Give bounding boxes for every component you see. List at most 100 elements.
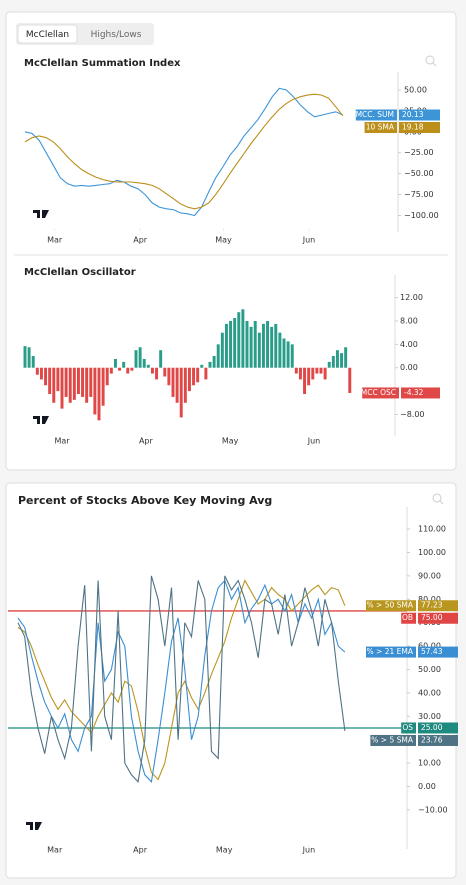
value-box bbox=[418, 734, 458, 746]
y-tick-label: −8.00 bbox=[400, 410, 425, 419]
label-name: MCC. SUM bbox=[356, 110, 394, 119]
y-tick-label: −75.00 bbox=[404, 190, 434, 199]
value-box bbox=[418, 612, 458, 624]
x-tick-label: Apr bbox=[133, 236, 148, 245]
bar bbox=[118, 367, 122, 371]
x-tick-label: Apr bbox=[139, 437, 154, 446]
tab[interactable]: McClellan bbox=[17, 24, 78, 44]
bar bbox=[327, 361, 331, 368]
bar bbox=[253, 320, 257, 368]
bar bbox=[340, 353, 344, 368]
y-tick-label: −100.00 bbox=[404, 211, 439, 220]
bar bbox=[208, 361, 212, 368]
bar bbox=[97, 367, 101, 421]
bar bbox=[183, 367, 187, 403]
x-tick-label: May bbox=[216, 846, 233, 855]
bar bbox=[85, 367, 89, 403]
value-label: 20.13 bbox=[402, 110, 424, 119]
x-tick-label: Jun bbox=[302, 846, 316, 855]
bar bbox=[163, 367, 167, 377]
bar bbox=[179, 367, 183, 418]
bar bbox=[192, 367, 196, 386]
x-tick-label: May bbox=[215, 236, 232, 245]
y-tick-label: 80.00 bbox=[418, 595, 441, 604]
bar bbox=[44, 367, 48, 386]
y-tick-label: 0.00 bbox=[418, 782, 436, 791]
value-box bbox=[399, 109, 440, 121]
bar bbox=[134, 350, 138, 368]
value-label: 77.23 bbox=[421, 601, 443, 610]
y-tick-label: 30.00 bbox=[418, 712, 441, 721]
bar bbox=[150, 367, 154, 374]
tab-active bbox=[17, 24, 78, 44]
bar bbox=[307, 367, 311, 386]
bar bbox=[212, 356, 216, 368]
y-tick-label: 0.00 bbox=[400, 363, 418, 372]
bar bbox=[64, 367, 68, 397]
bar bbox=[216, 344, 220, 368]
bar bbox=[48, 367, 52, 395]
bar bbox=[237, 312, 241, 368]
y-tick-label: 60.00 bbox=[418, 642, 441, 651]
line bbox=[24, 87, 344, 217]
tab[interactable]: Highs/Lows bbox=[91, 30, 142, 40]
value-label: 19.18 bbox=[402, 123, 424, 132]
label-name: % > 50 SMA bbox=[367, 601, 414, 610]
line bbox=[17, 575, 346, 783]
bar bbox=[348, 367, 352, 393]
label-box bbox=[362, 387, 399, 399]
bar bbox=[315, 367, 319, 374]
x-tick-label: Jun bbox=[302, 236, 316, 245]
y-tick-label: −50.00 bbox=[404, 169, 434, 178]
bar bbox=[56, 367, 60, 392]
bar bbox=[282, 338, 286, 368]
bar bbox=[220, 332, 224, 368]
bar bbox=[335, 350, 339, 368]
value-box bbox=[418, 600, 458, 612]
label-name: OS bbox=[402, 723, 413, 732]
bar bbox=[196, 367, 200, 383]
bar bbox=[241, 309, 245, 368]
bar bbox=[187, 367, 191, 392]
bar bbox=[171, 367, 175, 397]
zoom-icon[interactable] bbox=[425, 55, 437, 67]
label-name: % > 5 SMA bbox=[371, 735, 414, 744]
label-box bbox=[401, 722, 416, 734]
bar bbox=[270, 326, 274, 368]
x-tick-label: Mar bbox=[54, 437, 70, 446]
bar bbox=[35, 367, 39, 375]
card bbox=[5, 482, 457, 879]
bar bbox=[52, 367, 56, 403]
line bbox=[17, 579, 346, 783]
bar bbox=[113, 358, 117, 368]
bar bbox=[89, 367, 93, 397]
bar bbox=[167, 367, 171, 386]
label-box bbox=[366, 646, 416, 658]
bar bbox=[303, 367, 307, 395]
bar bbox=[323, 367, 327, 380]
bar bbox=[294, 367, 298, 374]
bar bbox=[159, 350, 163, 368]
zoom-icon[interactable] bbox=[432, 493, 444, 505]
x-tick-label: May bbox=[222, 437, 239, 446]
bar bbox=[101, 367, 105, 406]
bar bbox=[105, 367, 109, 386]
bar bbox=[266, 320, 270, 368]
line bbox=[24, 93, 344, 210]
y-tick-label: 12.00 bbox=[400, 293, 423, 302]
card bbox=[5, 11, 457, 471]
y-tick-label: 50.00 bbox=[404, 86, 427, 95]
y-tick-label: 50.00 bbox=[418, 665, 441, 674]
bar bbox=[39, 367, 43, 380]
bar bbox=[229, 320, 233, 368]
bar bbox=[319, 367, 323, 374]
bar bbox=[245, 320, 249, 368]
value-label: -4.32 bbox=[404, 388, 424, 397]
bar bbox=[122, 361, 126, 368]
x-tick-label: Apr bbox=[133, 846, 148, 855]
x-tick-label: Mar bbox=[47, 846, 63, 855]
bar bbox=[257, 332, 261, 368]
bar bbox=[93, 367, 97, 415]
